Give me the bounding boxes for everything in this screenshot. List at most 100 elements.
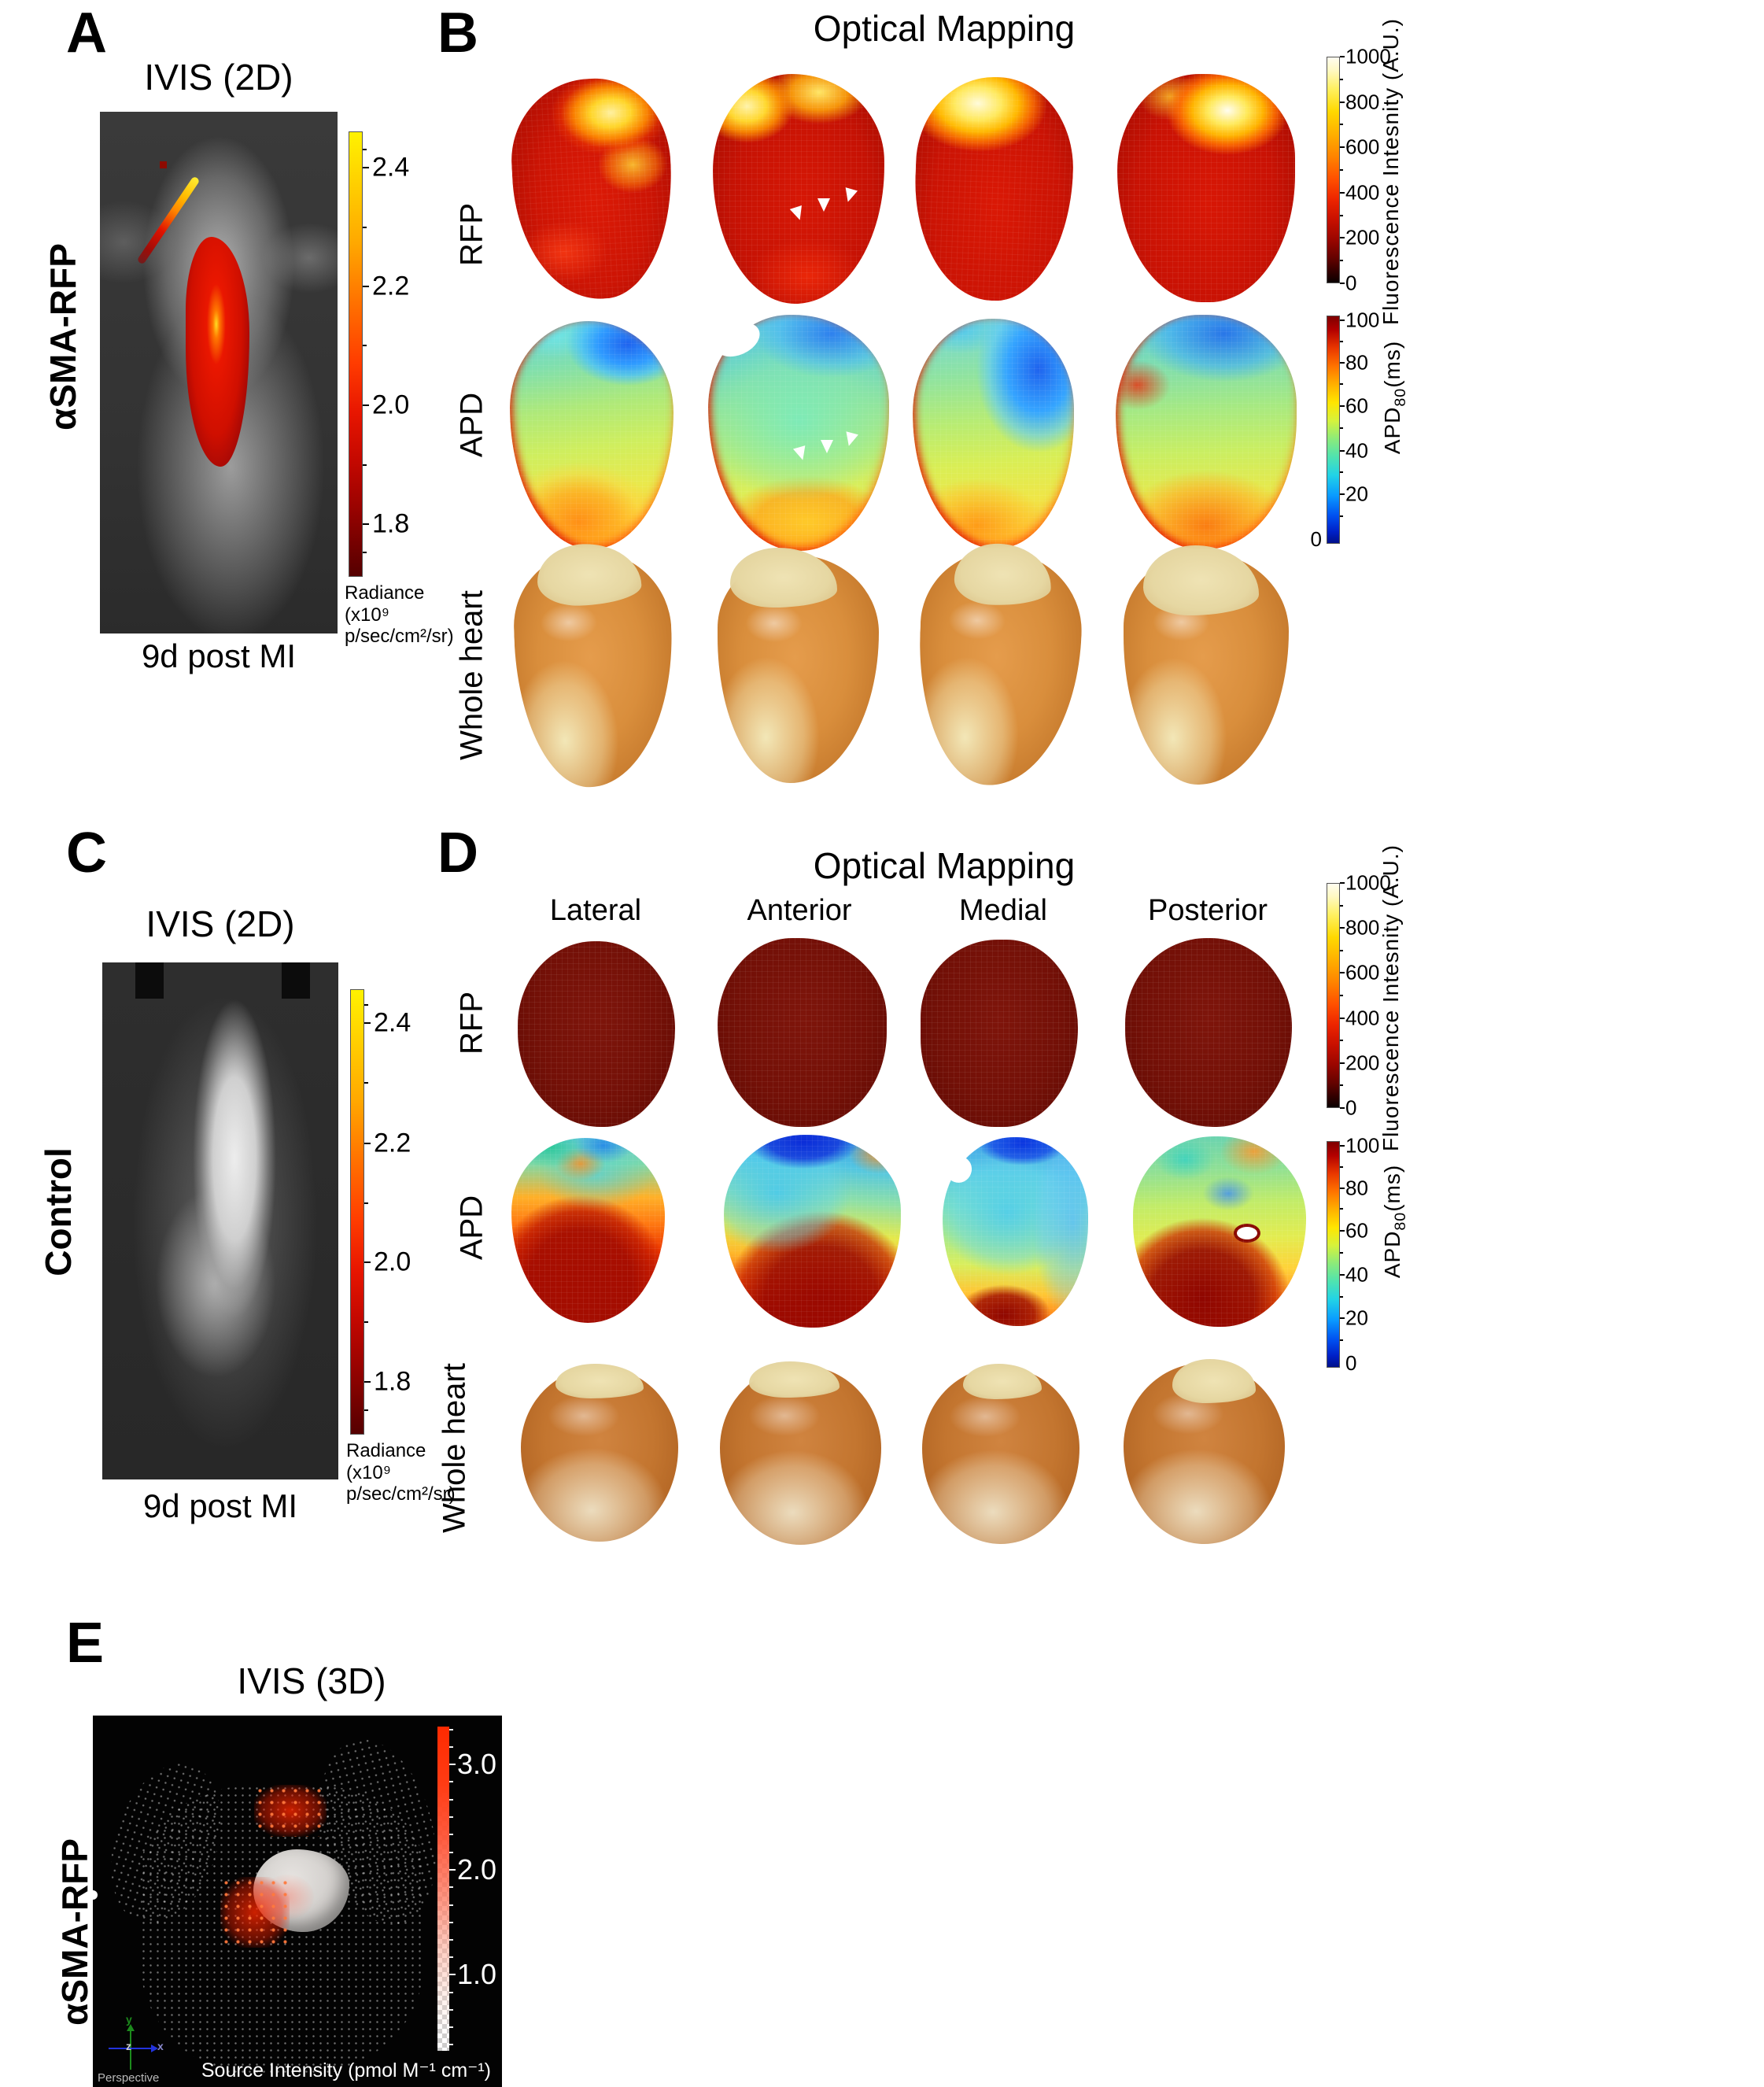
fluorescence-colorbar-b: 1000 800 600 400 200 0 [1327, 45, 1391, 295]
arrowhead-icon [817, 198, 830, 212]
tick-1-0: 1.0 [457, 1958, 497, 1991]
tick-3-0: 3.0 [457, 1748, 497, 1781]
whole-heart-photo-anterior [718, 548, 879, 783]
tick-40: 40 [1345, 438, 1368, 463]
ivis-3d-image: y x z Perspective Source Intensity (pmol… [93, 1716, 502, 2087]
apd-map-medial [913, 319, 1074, 549]
tick-600: 600 [1345, 960, 1380, 984]
rfp-map-medial [911, 74, 1076, 304]
arrowhead-icon [790, 205, 806, 223]
tick-1-8: 1.8 [374, 1366, 411, 1397]
tick-2-4: 2.4 [372, 152, 410, 183]
perspective-label: Perspective [98, 2071, 160, 2085]
tick-80: 80 [1345, 1176, 1368, 1200]
tick-100: 100 [1345, 1133, 1380, 1158]
tick-2-4: 2.4 [374, 1007, 411, 1038]
source-glow-upper [254, 1785, 327, 1837]
x-axis-label: x [157, 2040, 164, 2052]
rfp-map-posterior-control [1125, 938, 1292, 1127]
source-glow-heart [220, 1877, 290, 1948]
whole-heart-photo-anterior-control [720, 1361, 881, 1545]
rfp-signal-blob [185, 237, 250, 467]
column-label-anterior: Anterior [747, 894, 852, 927]
rfp-map-anterior [713, 74, 884, 304]
tick-100: 100 [1345, 308, 1380, 332]
whole-heart-photo-medial-control [922, 1363, 1079, 1544]
rfp-map-lateral-control [518, 941, 675, 1127]
panel-e-side-label: αSMA-RFP [54, 1838, 95, 2026]
panel-d-title: Optical Mapping [813, 845, 1076, 886]
panel-e-title: IVIS (3D) [237, 1660, 386, 1701]
tick-20: 20 [1345, 482, 1368, 506]
row-label-apd-d: APD [454, 1195, 489, 1261]
panel-a-letter: A [66, 2, 107, 65]
tick-1000: 1000 [1345, 44, 1391, 68]
whole-heart-photo-lateral-control [521, 1363, 678, 1542]
panel-e-letter: E [66, 1612, 105, 1675]
tick-0: 0 [1310, 527, 1322, 551]
tick-200: 200 [1345, 225, 1380, 249]
tick-2-2: 2.2 [372, 271, 410, 301]
apd-map-lateral [510, 321, 673, 549]
handle-dot [93, 1890, 98, 1900]
row-label-rfp-b: RFP [454, 203, 489, 266]
tick-40: 40 [1345, 1262, 1368, 1287]
source-intensity-label: Source Intensity (pmol M⁻¹ cm⁻¹) [201, 2059, 491, 2081]
tick-0: 0 [1345, 271, 1357, 295]
whole-heart-photo-medial [914, 542, 1085, 789]
panel-c-caption: 9d post MI [142, 1487, 298, 1524]
row-label-rfp-d: RFP [454, 992, 489, 1055]
apd-colorbar-b: 100 80 60 40 20 0 [1311, 308, 1380, 551]
tick-200: 200 [1345, 1051, 1380, 1075]
apd-colorbar-label-d: APD80(ms) [1380, 1164, 1409, 1279]
whole-heart-photo-posterior-control [1124, 1359, 1285, 1544]
radiance-colorbar-gradient [349, 131, 363, 577]
panel-a-side-label: αSMA-RFP [42, 243, 83, 430]
x-axis-arrow [151, 2045, 158, 2052]
panel-c-side-label: Control [38, 1147, 79, 1276]
rfp-map-medial-control [921, 940, 1078, 1127]
rfp-signal-streak [136, 175, 201, 265]
arrowhead-icon [841, 187, 858, 204]
radiance-colorbar-c: 2.4 2.2 2.0 1.8 [350, 989, 411, 1435]
apd-map-lateral-control [511, 1138, 665, 1323]
panel-b-letter: B [437, 2, 478, 65]
row-label-wholeheart-d: Whole heart [437, 1363, 472, 1533]
apd-colorbar-d: 100 80 60 40 20 0 [1327, 1133, 1379, 1375]
arrowhead-icon [793, 445, 810, 462]
tick-80: 80 [1345, 350, 1368, 375]
y-axis-label: y [126, 2013, 132, 2026]
apd-map-anterior [708, 315, 889, 551]
tick-800: 800 [1345, 90, 1380, 114]
ivis-2d-image-asma [100, 112, 338, 633]
column-label-lateral: Lateral [549, 894, 642, 927]
tick-2-2: 2.2 [374, 1128, 411, 1158]
tick-2-0: 2.0 [457, 1853, 497, 1886]
apd-map-posterior [1116, 315, 1297, 549]
arrowhead-icon [842, 431, 858, 448]
z-axis-label: z [126, 2040, 131, 2052]
tick-0: 0 [1345, 1351, 1357, 1375]
tick-1-8: 1.8 [372, 508, 410, 539]
panel-c-letter: C [66, 822, 107, 885]
arrowhead-icon [820, 440, 833, 453]
tick-2-0: 2.0 [372, 390, 410, 420]
tick-800: 800 [1345, 915, 1380, 940]
y-axis-line [130, 2029, 131, 2070]
tick-60: 60 [1345, 1218, 1368, 1243]
apd-map-anterior-control [724, 1135, 901, 1328]
apd-map-hole [1233, 1224, 1260, 1243]
row-label-apd-b: APD [454, 392, 489, 458]
panel-b-title: Optical Mapping [813, 8, 1076, 49]
column-label-posterior: Posterior [1147, 894, 1268, 927]
whole-heart-photo-posterior [1124, 545, 1289, 785]
tick-60: 60 [1345, 393, 1368, 418]
apd-map-posterior-control [1133, 1136, 1306, 1327]
rfp-signal-dot [159, 161, 167, 168]
tick-20: 20 [1345, 1306, 1368, 1330]
rfp-map-anterior-control [718, 938, 887, 1127]
apd-map-medial-control [941, 1137, 1088, 1326]
tick-600: 600 [1345, 135, 1380, 159]
apd-colorbar-label-b: APD80(ms) [1380, 340, 1409, 455]
